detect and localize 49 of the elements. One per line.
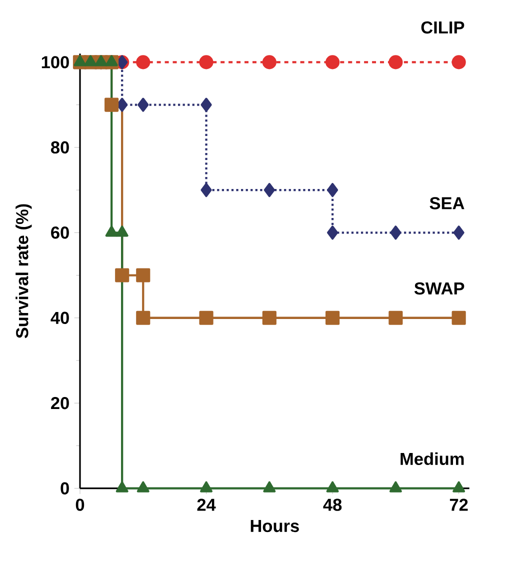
point	[389, 481, 402, 492]
point	[200, 98, 212, 112]
point	[388, 55, 403, 70]
point	[199, 55, 214, 70]
point	[136, 310, 150, 325]
point	[115, 268, 130, 282]
point	[116, 481, 128, 492]
y-tick-label: 60	[51, 226, 69, 239]
point	[199, 310, 214, 325]
point	[138, 98, 149, 112]
point	[263, 481, 276, 492]
y-tick-label: 100	[42, 56, 69, 68]
x-tick-label: 24	[197, 498, 216, 511]
y-tick-label: 80	[50, 141, 69, 154]
point	[105, 226, 118, 237]
point	[452, 55, 466, 70]
series-label: SWAP	[414, 282, 464, 295]
point	[326, 481, 339, 492]
point	[116, 98, 128, 112]
point	[262, 55, 276, 70]
x-tick-label: 0	[76, 498, 84, 511]
point	[388, 310, 403, 325]
y-axis-title: Survival rate (%)	[16, 204, 32, 338]
x-tick-label: 48	[323, 498, 342, 511]
point	[136, 268, 150, 282]
y-tick-label: 0	[60, 482, 69, 494]
point	[264, 182, 275, 198]
series-label: SEA	[430, 197, 464, 210]
point	[136, 481, 150, 492]
y-tick-label: 20	[51, 396, 69, 410]
x-tick-label: 72	[450, 498, 468, 511]
point	[200, 182, 212, 198]
point	[262, 310, 276, 325]
point	[452, 481, 466, 492]
point	[326, 310, 340, 325]
point	[452, 310, 466, 325]
point	[326, 226, 338, 240]
point	[200, 481, 213, 492]
point	[136, 55, 150, 70]
x-axis-title: Hours	[250, 520, 299, 532]
point	[453, 226, 464, 240]
point	[104, 98, 119, 112]
y-tick-label: 40	[50, 312, 69, 324]
series-label: Medium	[400, 452, 464, 466]
point	[390, 226, 402, 240]
point	[326, 55, 340, 70]
point	[326, 182, 338, 198]
point	[116, 226, 128, 237]
series-label: CILIP	[421, 21, 464, 34]
